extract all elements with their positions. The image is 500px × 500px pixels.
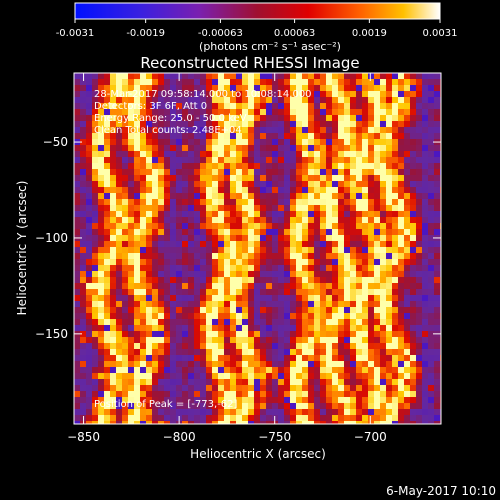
- chart-title: Reconstructed RHESSI Image: [140, 54, 359, 72]
- colorbar-tick-label: -0.00063: [198, 28, 243, 39]
- x-tick-label: −700: [354, 430, 387, 444]
- annotation-block: 28-Mar-2017 09:58:14.000 to 10:08:14.000…: [94, 89, 312, 136]
- colorbar-tick-label: 0.00063: [274, 28, 315, 39]
- y-tick-label: −50: [43, 135, 68, 149]
- colorbar-tick-label: 0.0031: [423, 28, 458, 39]
- footer-date: 6-May-2017 10:10: [386, 484, 496, 498]
- annotation-line: Detectors: 3F 6F, Att 0: [94, 101, 207, 112]
- annotation-line: 28-Mar-2017 09:58:14.000 to 10:08:14.000: [94, 89, 312, 100]
- annotation-line: Clean Total counts: 2.48E+04: [94, 125, 242, 136]
- x-tick-label: −750: [258, 430, 291, 444]
- x-axis-label: Heliocentric X (arcsec): [190, 447, 326, 461]
- colorbar-gradient: [74, 2, 441, 20]
- y-tick-label: −150: [35, 327, 68, 341]
- peak-position-label: Position of Peak = [-773,-62]: [94, 399, 238, 410]
- y-axis-label: Heliocentric Y (arcsec): [15, 181, 29, 316]
- annotation-line: Energy Range: 25.0 - 50.0 keV: [94, 113, 247, 124]
- colorbar-tick-label: -0.0019: [126, 28, 165, 39]
- heatmap-image: [74, 73, 441, 424]
- plot-frame: [73, 72, 442, 425]
- colorbar-unit-label: (photons cm⁻² s⁻¹ asec⁻²): [199, 40, 341, 53]
- colorbar-tick-label: 0.0019: [352, 28, 387, 39]
- x-tick-label: −800: [163, 430, 196, 444]
- x-tick-label: −850: [67, 430, 100, 444]
- y-tick-label: −100: [35, 231, 68, 245]
- colorbar-tick-label: -0.0031: [56, 28, 95, 39]
- plot-axes: −850 −800 −750 −700 −50 −100 −150: [35, 73, 441, 444]
- colorbar: -0.0031 -0.0019 -0.00063 0.00063 0.0019 0.003…: [56, 2, 458, 53]
- colorbar-ticks: -0.0031 -0.0019 -0.00063 0.00063 0.0019 0.003…: [56, 19, 458, 39]
